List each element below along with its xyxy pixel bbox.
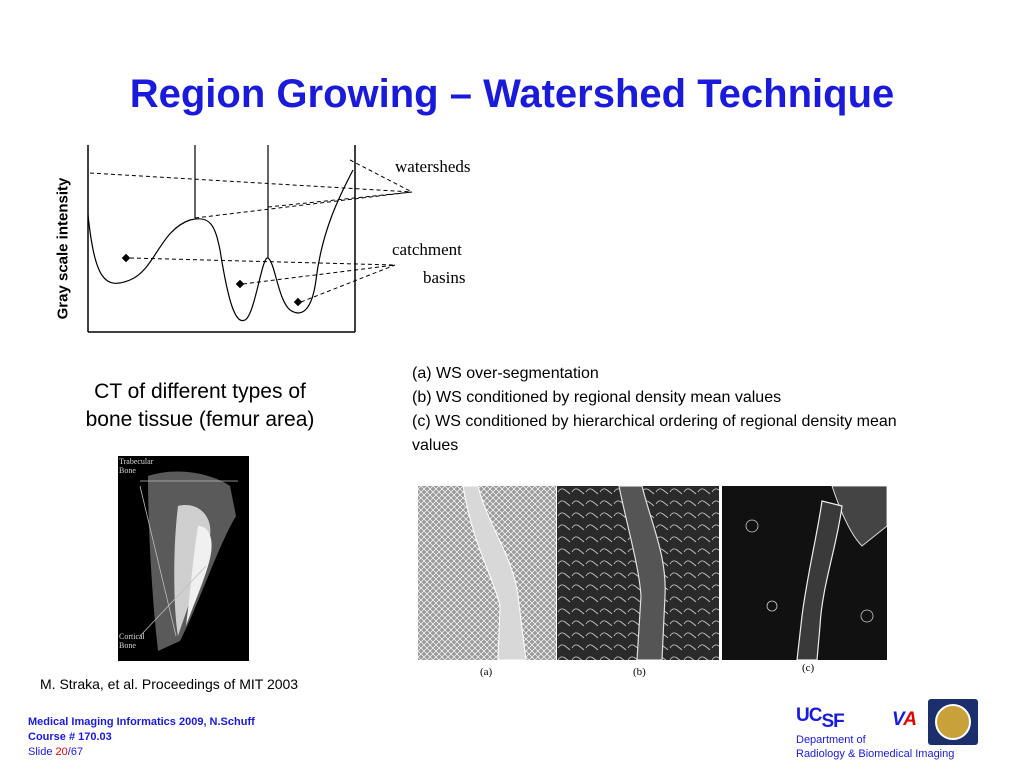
footer-course-number: Course # 170.03 — [28, 731, 112, 743]
panel-label-a: (a) — [480, 666, 493, 678]
watershed-pointers — [89, 159, 413, 219]
ct-caption-line1: CT of different types of — [94, 380, 306, 403]
department-line1: Department of — [796, 734, 866, 746]
va-logo: VA — [892, 709, 917, 731]
ws-condition-c: (c) WS conditioned by hierarchical order… — [412, 413, 897, 430]
watershed-diagram: watersheds catchment basins — [87, 145, 471, 333]
seal-emblem-icon — [935, 704, 971, 740]
ucsf-logo: UCSF — [796, 705, 845, 732]
slide-total: /67 — [67, 746, 84, 758]
basin-marker-2 — [235, 279, 245, 289]
slide-prefix: Slide — [28, 746, 56, 758]
ws-result-image-a — [418, 486, 556, 660]
ws-condition-b: (b) WS conditioned by regional density m… — [412, 389, 782, 406]
label-cortical: Cortical — [119, 632, 145, 641]
basin-marker-1 — [121, 253, 131, 263]
ws-condition-c-cont: values — [412, 437, 459, 454]
femur-ct-drawing — [139, 471, 238, 651]
label-watersheds: watersheds — [395, 157, 471, 176]
ws-result-image-c — [722, 486, 887, 660]
va-a: A — [903, 709, 917, 730]
basin-marker-3 — [293, 297, 303, 307]
ws-condition-a: (a) WS over-segmentation — [412, 365, 599, 382]
department-name: Department of Radiology & Biomedical Ima… — [796, 733, 954, 761]
slide-title: Region Growing – Watershed Technique — [129, 72, 895, 116]
ucsf-sf: SF — [821, 711, 844, 732]
basin-pointers — [129, 257, 396, 303]
ct-caption-line2: bone tissue (femur area) — [85, 408, 315, 431]
label-basins: basins — [423, 268, 466, 287]
va-seal-icon — [928, 699, 978, 745]
label-bone-1: Bone — [119, 466, 136, 475]
va-v: V — [892, 709, 904, 730]
footer: Medical Imaging Informatics 2009, N.Schu… — [28, 715, 255, 760]
panel-label-c: (c) — [802, 662, 815, 674]
femur-ct-image: Trabecular Bone Cortical Bone — [118, 456, 249, 661]
slide-current: 20 — [55, 746, 68, 758]
footer-course-title: Medical Imaging Informatics 2009, N.Schu… — [28, 716, 255, 728]
intensity-curve — [87, 169, 354, 322]
institution-logos: UCSF VA Department of Radiology & Biomed… — [796, 699, 986, 765]
slide-number: Slide 20/67 — [28, 745, 255, 760]
citation: M. Straka, et al. Proceedings of MIT 200… — [40, 676, 299, 692]
ct-caption: CT of different types of bone tissue (fe… — [40, 378, 360, 434]
label-bone-2: Bone — [119, 641, 136, 650]
ws-condition-list: (a) WS over-segmentation (b) WS conditio… — [412, 362, 1024, 458]
label-trabecular: Trabecular — [119, 457, 154, 466]
ucsf-uc: UC — [796, 705, 822, 726]
label-catchment: catchment — [392, 240, 462, 259]
panel-label-b: (b) — [633, 666, 646, 678]
y-axis-label: Gray scale intensity — [54, 177, 72, 320]
ws-result-image-b — [557, 486, 719, 660]
department-line2: Radiology & Biomedical Imaging — [796, 748, 955, 760]
